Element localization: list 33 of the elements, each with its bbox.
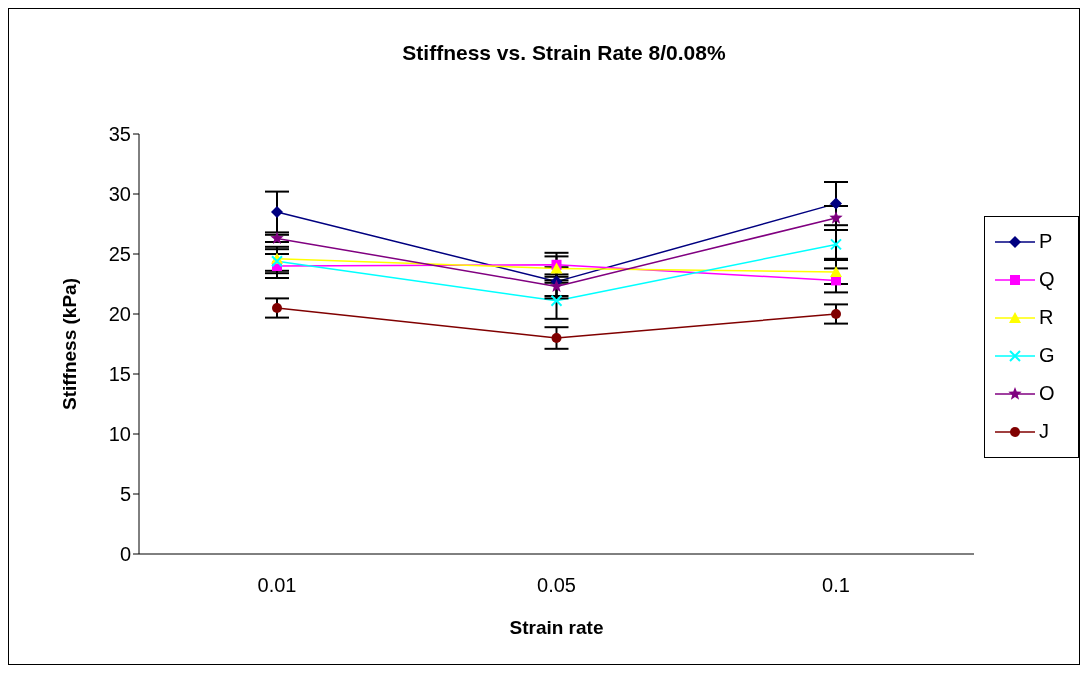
point	[550, 262, 563, 274]
y-tick-label: 0	[119, 543, 131, 566]
point	[549, 279, 564, 293]
x-tick-label: 0.01	[257, 574, 297, 597]
y-tick-label: 20	[108, 303, 131, 326]
legend-label: J	[1039, 420, 1049, 443]
point	[271, 206, 283, 218]
point	[272, 303, 282, 313]
x-tick-label: 0.1	[822, 574, 850, 597]
chart-title: Stiffness vs. Strain Rate 8/0.08%	[401, 41, 727, 65]
point	[271, 255, 283, 268]
x-axis-title: Strain rate	[509, 617, 604, 638]
y-tick-label: 35	[108, 123, 131, 146]
point	[550, 294, 563, 307]
point	[830, 238, 842, 251]
point	[831, 309, 841, 319]
legend-label: Q	[1039, 268, 1055, 291]
point	[830, 197, 842, 210]
point	[830, 266, 842, 277]
legend-label: O	[1039, 382, 1055, 405]
y-tick-label: 30	[108, 183, 131, 206]
y-tick-label: 25	[108, 243, 131, 266]
y-tick-label: 15	[108, 363, 131, 386]
y-tick-label: 5	[119, 483, 131, 506]
point	[551, 333, 562, 343]
point	[829, 211, 843, 224]
y-axis-title: Stiffness (kPa)	[58, 278, 80, 410]
x-tick-label: 0.05	[537, 574, 576, 597]
legend-label: R	[1039, 306, 1054, 329]
point	[270, 231, 284, 245]
y-tick-label: 10	[108, 423, 131, 446]
legend-label: P	[1039, 230, 1053, 253]
legend-label: G	[1039, 344, 1055, 367]
